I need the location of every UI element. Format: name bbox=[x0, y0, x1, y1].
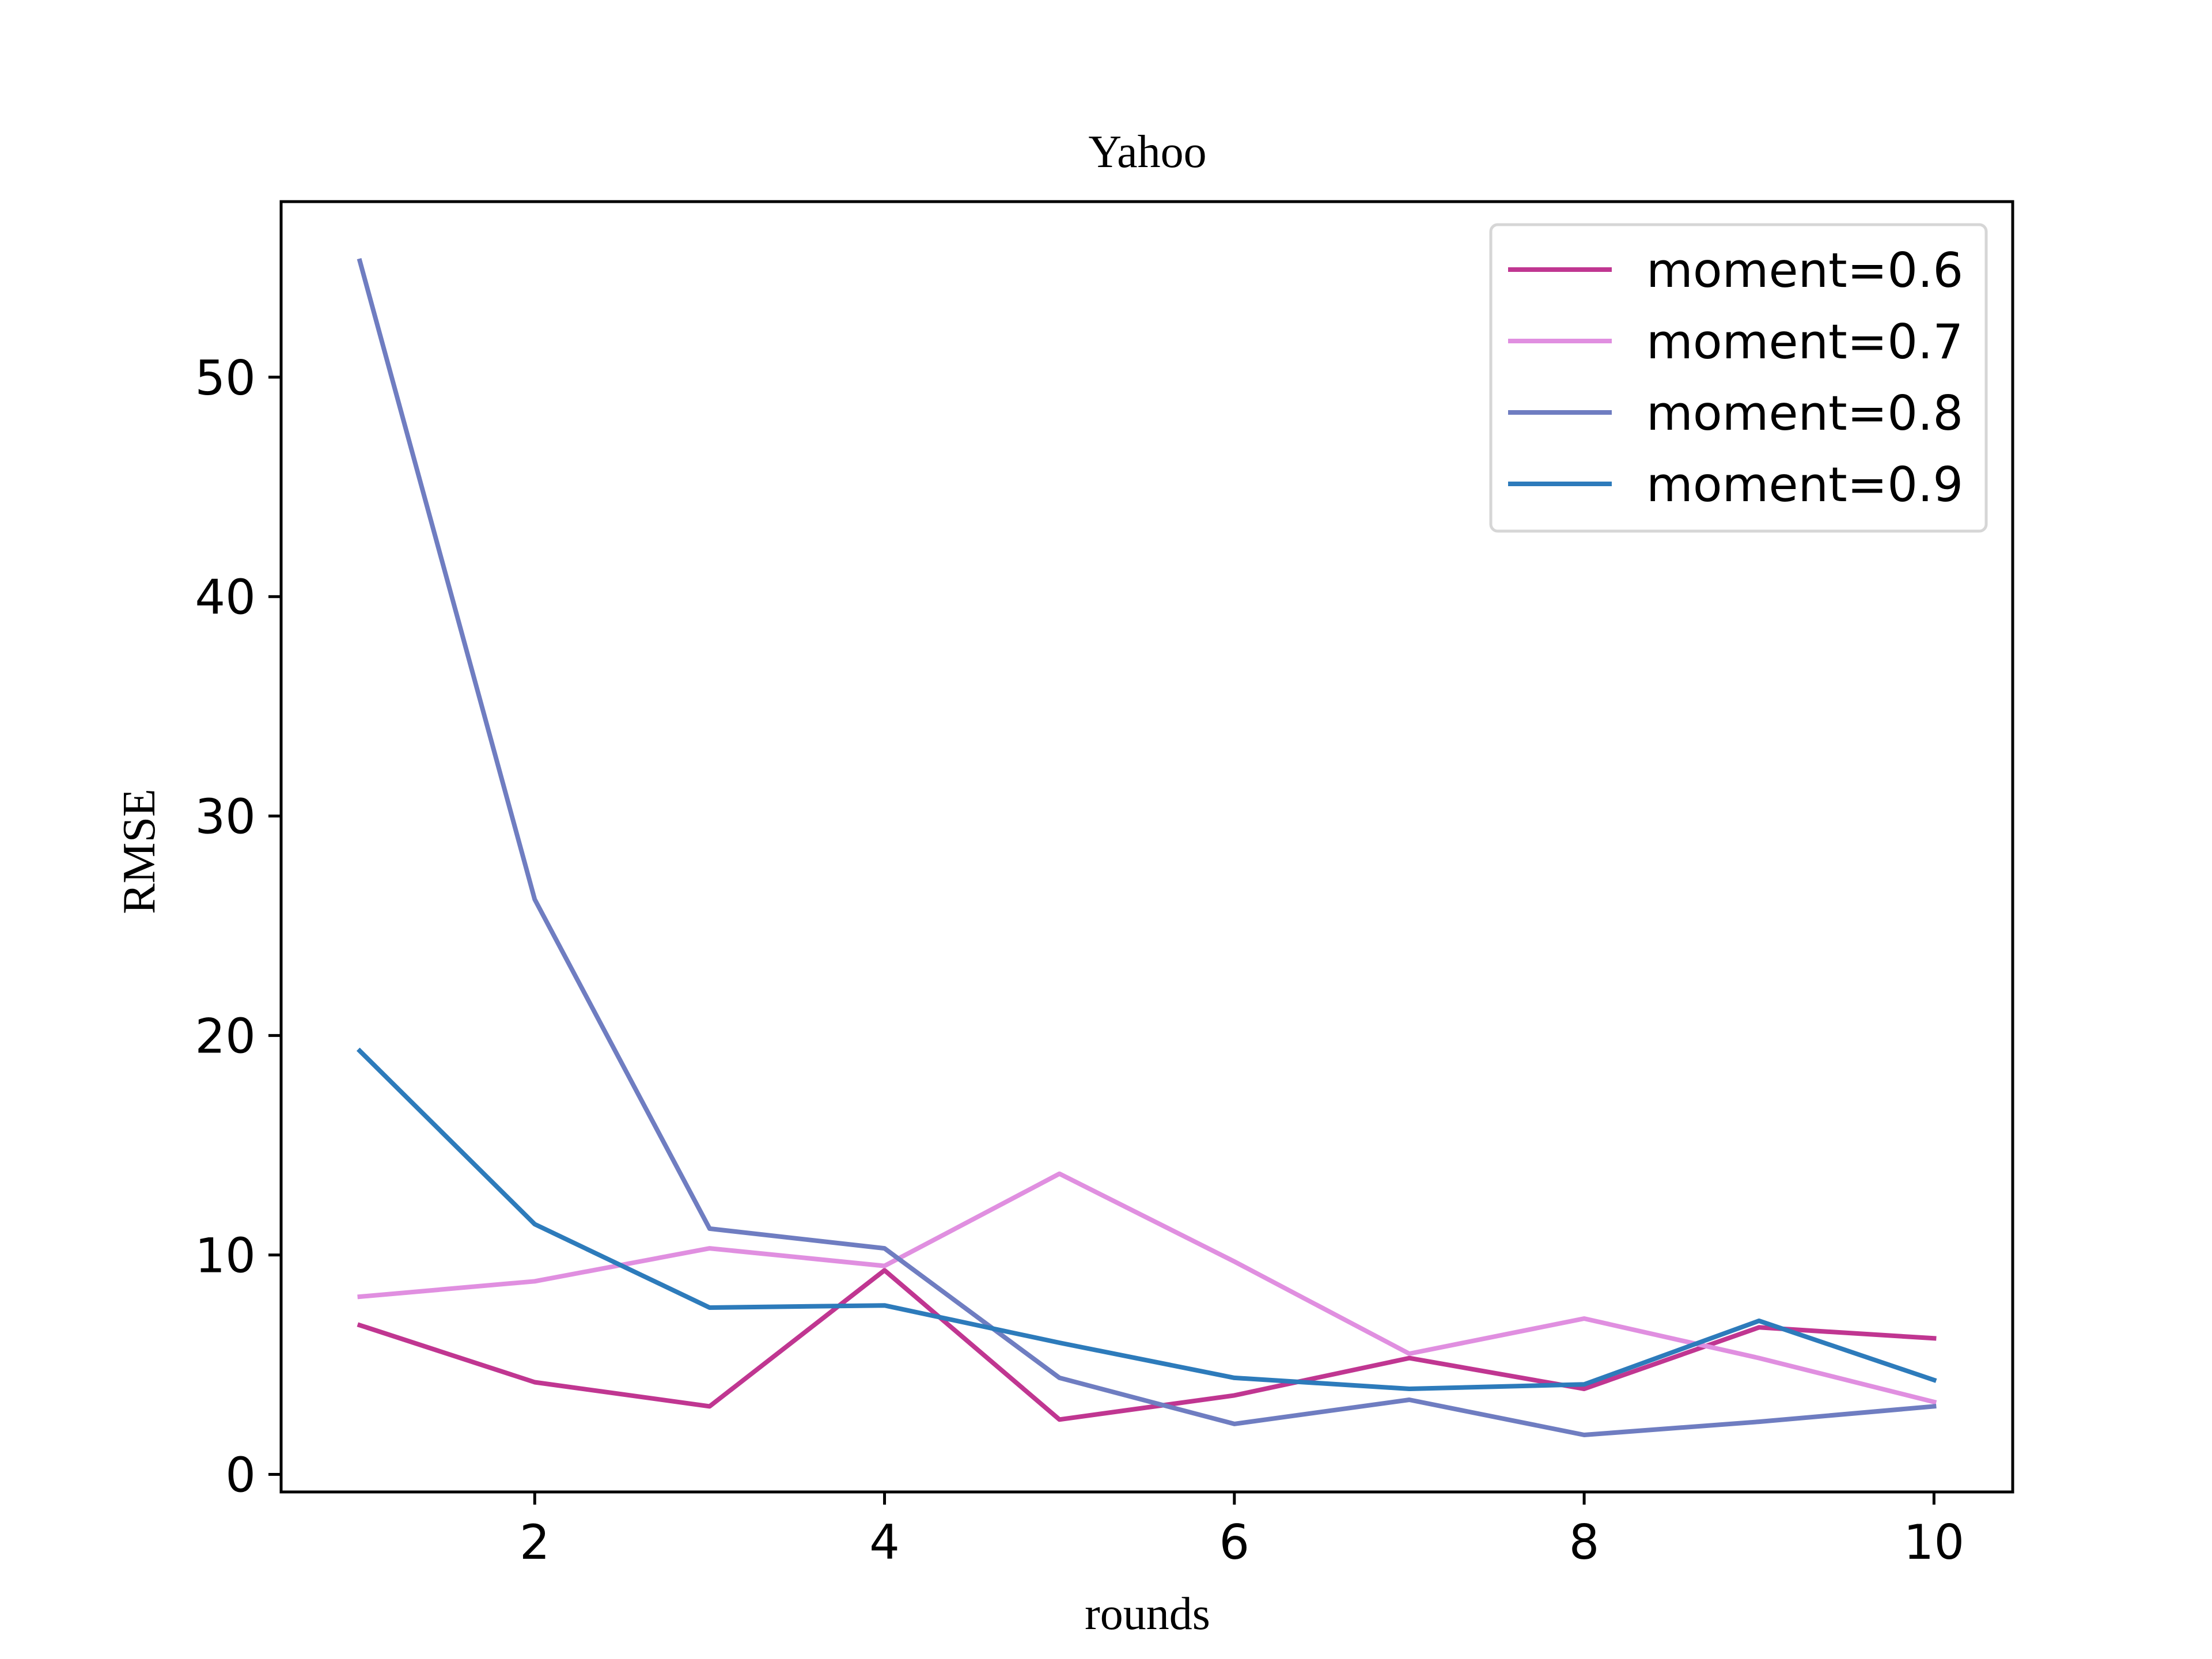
y-tick-label-2: 20 bbox=[195, 1009, 256, 1065]
plot-area bbox=[356, 257, 1937, 1437]
legend-label-0: moment=0.6 bbox=[1646, 243, 1963, 298]
x-tick-label-1: 4 bbox=[869, 1514, 900, 1570]
x-axis-label: rounds bbox=[1085, 1589, 1210, 1639]
legend-label-1: moment=0.7 bbox=[1646, 314, 1963, 370]
y-tick-label-0: 0 bbox=[225, 1448, 256, 1503]
legend-box bbox=[1489, 223, 1988, 533]
series-line-0 bbox=[357, 1268, 1937, 1422]
y-tick-label-4: 40 bbox=[195, 570, 256, 626]
legend-label-3: moment=0.9 bbox=[1646, 457, 1963, 513]
y-axis-label: RMSE bbox=[114, 789, 165, 914]
y-tick-label-5: 50 bbox=[195, 350, 256, 406]
legend: moment=0.6 moment=0.7 moment=0.8 moment=0.9 bbox=[1489, 223, 1988, 533]
x-tick-label-4: 10 bbox=[1904, 1514, 1965, 1570]
x-tick-label-3: 8 bbox=[1569, 1514, 1600, 1570]
axis-ticks: 2 4 6 8 10 0 10 20 30 40 50 bbox=[195, 350, 1964, 1570]
axes-frame bbox=[279, 200, 2014, 1494]
y-tick-label-1: 10 bbox=[195, 1228, 256, 1284]
series-line-3 bbox=[356, 1047, 1937, 1391]
x-tick-label-0: 2 bbox=[520, 1514, 550, 1570]
chart-title: Yahoo bbox=[1088, 127, 1206, 177]
y-tick-label-3: 30 bbox=[195, 789, 256, 845]
legend-label-2: moment=0.8 bbox=[1646, 385, 1963, 441]
x-tick-label-2: 6 bbox=[1219, 1514, 1249, 1570]
series-line-2 bbox=[357, 257, 1937, 1437]
